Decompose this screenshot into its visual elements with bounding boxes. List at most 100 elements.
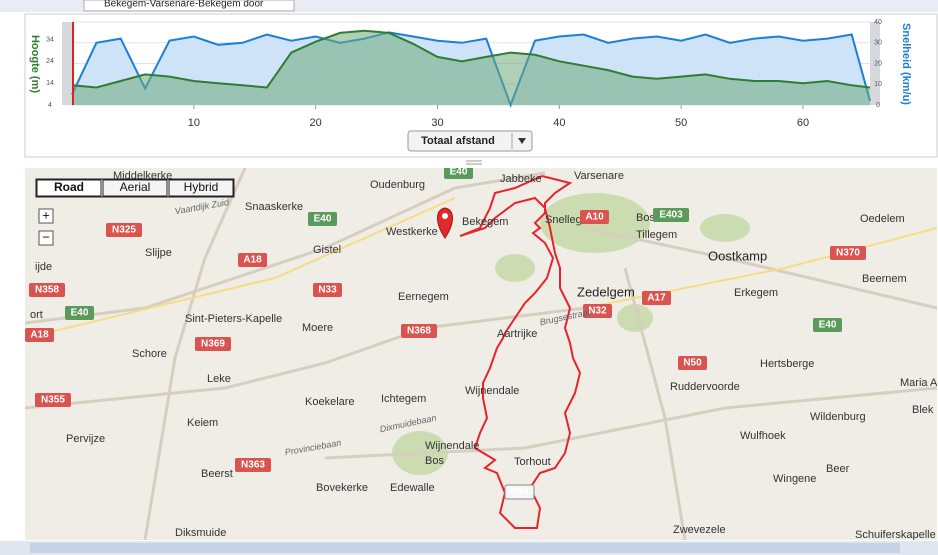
- road-shield: [195, 337, 231, 351]
- place-label[interactable]: Wildenburg: [810, 411, 866, 423]
- place-label[interactable]: Jabbeke: [500, 173, 542, 185]
- place-label[interactable]: Beerst: [201, 468, 233, 480]
- place-label[interactable]: Sint-Pieters-Kapelle: [185, 313, 282, 325]
- road-shield: [401, 324, 437, 338]
- roads: [25, 168, 937, 540]
- zoom-label: −: [42, 229, 50, 244]
- road-label: N369: [201, 339, 225, 350]
- place-label[interactable]: Beernem: [862, 273, 907, 285]
- zoom-button[interactable]: [38, 208, 54, 224]
- place-label[interactable]: ijde: [35, 261, 52, 273]
- place-label[interactable]: Schore: [132, 348, 167, 360]
- place-label[interactable]: Keiem: [187, 417, 218, 429]
- series-line: [71, 29, 871, 89]
- road-shield: [580, 210, 609, 224]
- road-shield: [653, 208, 689, 222]
- place-label[interactable]: Blek: [912, 404, 934, 416]
- road-label: A10: [585, 212, 604, 223]
- axis-strip: [870, 22, 880, 105]
- place-label[interactable]: Gistel: [313, 244, 341, 256]
- y2-tick-label: 20: [874, 60, 882, 67]
- place-label[interactable]: Leke: [207, 373, 231, 385]
- road-label: E40: [450, 167, 468, 178]
- map-type-button[interactable]: [102, 179, 168, 197]
- place-label[interactable]: Ruddervoorde: [670, 381, 740, 393]
- place-label[interactable]: Wulfhoek: [740, 430, 786, 442]
- road-shield: [444, 168, 473, 179]
- place-label[interactable]: Schuiferskapelle: [855, 529, 936, 541]
- place-label[interactable]: Beer: [826, 463, 850, 475]
- road-label: N50: [683, 358, 702, 369]
- place-label[interactable]: Westkerke: [386, 226, 438, 238]
- place-label[interactable]: Varsenare: [574, 170, 624, 182]
- place-label[interactable]: Oedelem: [860, 213, 905, 225]
- road-shield: [235, 458, 271, 472]
- place-label[interactable]: Maria Aal: [900, 377, 938, 389]
- series-line: [71, 31, 871, 108]
- road-label: N33: [318, 285, 337, 296]
- place-label[interactable]: Wijnendale: [465, 385, 519, 397]
- y2-tick-label: 0: [876, 102, 880, 109]
- road-label: N355: [41, 395, 65, 406]
- place-label[interactable]: Aartrijke: [497, 328, 537, 340]
- y2-tick-label: 30: [874, 40, 882, 47]
- series-area: [72, 30, 870, 106]
- x-tick-label: 30: [431, 117, 443, 129]
- road-label: E403: [659, 210, 683, 221]
- road-shield: [35, 393, 71, 407]
- x-tick-label: 50: [675, 117, 687, 129]
- x-tick-label: 60: [797, 117, 809, 129]
- place-label[interactable]: Bekegem: [462, 216, 508, 228]
- distance-select[interactable]: [407, 130, 533, 152]
- map-type-button[interactable]: [36, 179, 102, 197]
- place-label[interactable]: Pervijze: [66, 433, 105, 445]
- road-shield: [29, 283, 65, 297]
- road-shield: [642, 291, 671, 305]
- y2-axis-label: Snelheid (km/u): [900, 23, 912, 105]
- axis-strip: [62, 22, 72, 105]
- tab-title: Bekegem-Varsenare-Bekegem door: [104, 0, 264, 10]
- place-label[interactable]: Torhout: [514, 456, 551, 468]
- place-label[interactable]: Ichtegem: [381, 393, 426, 405]
- select-label: Totaal afstand: [421, 135, 495, 147]
- map-type-label: Hybrid: [184, 180, 219, 194]
- road-shield: [65, 306, 94, 320]
- place-label[interactable]: Slijpe: [145, 247, 172, 259]
- place-label[interactable]: Erkegem: [734, 287, 778, 299]
- zoom-button[interactable]: [38, 230, 54, 246]
- map-type-button[interactable]: [168, 179, 234, 197]
- scroll-thumb[interactable]: [30, 543, 900, 553]
- place-label[interactable]: Diksmuide: [175, 527, 226, 539]
- start-pin[interactable]: [437, 207, 453, 239]
- place-label[interactable]: Snaaskerke: [245, 201, 303, 213]
- place-label[interactable]: Zwevezele: [673, 524, 726, 536]
- road-shield: [106, 223, 142, 237]
- y-tick-label: 34: [46, 36, 54, 43]
- route: [459, 175, 582, 529]
- map-type-label: Aerial: [120, 180, 151, 194]
- place-label[interactable]: Wijnendale: [425, 440, 479, 452]
- active-tab[interactable]: [83, 0, 295, 12]
- road-shield: [238, 253, 267, 267]
- place-label[interactable]: Tillegem: [636, 229, 677, 241]
- place-label[interactable]: Wingene: [773, 473, 816, 485]
- place-label[interactable]: Bos: [425, 455, 444, 467]
- y-tick-label: 24: [46, 58, 54, 65]
- road-shield: [25, 328, 54, 342]
- road-label: E40: [819, 320, 837, 331]
- place-label[interactable]: Oostkamp: [708, 248, 767, 263]
- place-label[interactable]: Bovekerke: [316, 482, 368, 494]
- map-type-label: Road: [54, 180, 84, 194]
- place-label[interactable]: Koekelare: [305, 396, 355, 408]
- place-label[interactable]: Edewalle: [390, 482, 435, 494]
- place-label[interactable]: Middelkerke: [113, 170, 172, 182]
- place-label[interactable]: Moere: [302, 322, 333, 334]
- place-label[interactable]: Zedelgem: [577, 284, 635, 299]
- x-tick-label: 40: [553, 117, 565, 129]
- place-label[interactable]: ort: [30, 309, 43, 321]
- map[interactable]: Road Aerial Hybrid + − Middelkerke Oudenburg Ja…: [25, 165, 938, 541]
- place-label[interactable]: Hertsberge: [760, 358, 814, 370]
- place-label[interactable]: Oudenburg: [370, 179, 425, 191]
- road-shield: [583, 304, 612, 318]
- place-label[interactable]: Eernegem: [398, 291, 449, 303]
